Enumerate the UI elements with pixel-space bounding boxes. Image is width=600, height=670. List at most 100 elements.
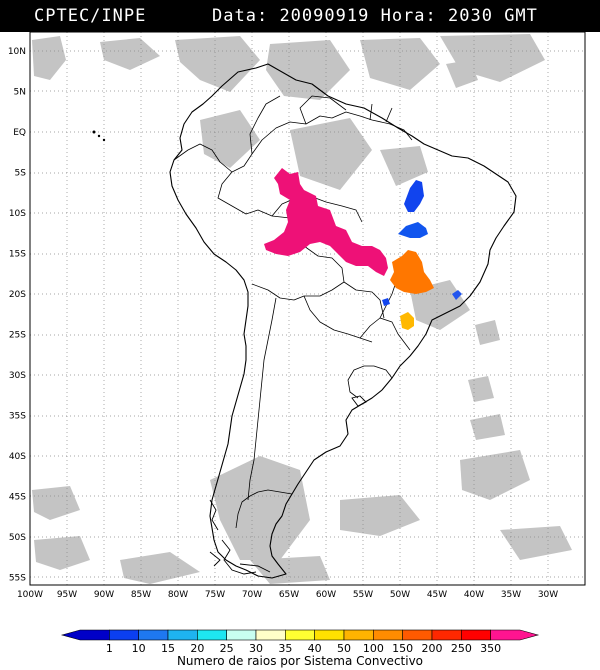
colorbar-swatch — [285, 629, 315, 641]
cloud-patch-atlantic3 — [470, 414, 505, 440]
colorbar-label: 35 — [278, 642, 292, 654]
system-blue-small-2 — [452, 290, 462, 300]
cloud-patch-pacific-s3 — [120, 552, 200, 584]
map-frame — [29, 32, 586, 586]
hora-label: Hora: — [380, 6, 437, 26]
lat-label: 45S — [9, 493, 26, 503]
cloud-patch-n1 — [100, 38, 160, 70]
colorbar-caption: Numero de raios por Sistema Convectivo — [176, 654, 424, 668]
colorbar-swatch — [109, 629, 139, 641]
map-background — [30, 32, 585, 585]
lat-label: 5S — [15, 169, 27, 179]
colorbar-label: 50 — [337, 642, 351, 654]
lon-label: 100W — [17, 590, 43, 600]
lon-label: 65W — [279, 590, 299, 600]
lat-label: 20S — [9, 290, 26, 300]
cloud-patch-atlantic4 — [460, 450, 530, 500]
lat-label: 5N — [14, 88, 26, 98]
cloud-patch-amazon-c — [290, 118, 372, 190]
cloud-patch-pacific-s — [32, 486, 80, 520]
colorbar-labels: 1 10 15 20 25 30 35 40 50 100 150 200 250 350 — [106, 642, 501, 654]
country-borders — [173, 95, 413, 529]
colorbar-label: 30 — [249, 642, 263, 654]
lon-label: 40W — [464, 590, 484, 600]
lon-axis: 100W 95W 90W 85W 80W 75W 70W 65W 60W 55W 50W 45W 40W… — [17, 590, 558, 600]
lon-label: 55W — [353, 590, 373, 600]
colorbar-label: 40 — [308, 642, 322, 654]
lat-lon-grid — [30, 32, 585, 585]
lon-label: 75W — [205, 590, 225, 600]
lon-label: 30W — [538, 590, 558, 600]
lat-label: 25S — [9, 331, 26, 341]
colorbar-label: 150 — [392, 642, 413, 654]
lat-label: 15S — [9, 250, 26, 260]
colorbar-swatch — [167, 629, 198, 641]
convective-systems — [264, 168, 462, 330]
lat-label: 50S — [9, 533, 26, 543]
lon-label: 95W — [57, 590, 77, 600]
cloud-patch-guiana — [446, 60, 478, 88]
colorbar-swatch — [197, 629, 227, 641]
colorbar-swatch — [343, 629, 374, 641]
colorbar-swatch — [255, 629, 286, 641]
colorbar-label: 20 — [190, 642, 204, 654]
colorbar-label: 350 — [480, 642, 501, 654]
cloud-patch-amazon-e — [380, 146, 428, 186]
colorbar-label: 10 — [132, 642, 146, 654]
lightning-map: 10N5NEQ5S10S15S20S25S30S35S40S45S50S55S … — [8, 32, 586, 600]
colorbar-swatch — [490, 629, 540, 641]
datetime-title: Data: 20090919 Hora: 2030 GMT — [212, 6, 538, 26]
colorbar-swatch — [314, 629, 345, 641]
lon-label: 45W — [427, 590, 447, 600]
lon-label: 60W — [316, 590, 336, 600]
fuegian-coast — [209, 499, 271, 575]
colorbar: 1 10 15 20 25 30 35 40 50 100 150 200 250 350 — [60, 629, 540, 654]
title-bar: CPTEC/INPE Data: 20090919 Hora: 2030 GMT — [0, 0, 600, 32]
lat-label: 55S — [9, 574, 26, 584]
colorbar-swatch — [461, 629, 491, 641]
cloud-patch-atlantic6 — [500, 526, 572, 560]
cloud-patch-pacific-s2 — [34, 536, 90, 570]
colorbar-label: 25 — [220, 642, 234, 654]
agency-title: CPTEC/INPE — [34, 6, 147, 26]
time-value: 2030 GMT — [448, 6, 538, 26]
colorbar-label: 100 — [363, 642, 384, 654]
lon-label: 50W — [390, 590, 410, 600]
cloud-patch-patagonia — [210, 456, 310, 560]
lon-label: 85W — [131, 590, 151, 600]
colorbar-swatch — [60, 629, 110, 641]
colorbar-swatch — [138, 629, 169, 641]
cloud-patch-atlantic2 — [468, 376, 494, 402]
colorbar-label: 200 — [422, 642, 443, 654]
lon-label: 90W — [94, 590, 114, 600]
colorbar-swatch — [402, 629, 433, 641]
colorbar-swatch — [226, 629, 257, 641]
lat-label: 40S — [9, 452, 26, 462]
lat-label: 30S — [9, 371, 26, 381]
colorbar-label: 250 — [451, 642, 472, 654]
system-orange-cluster — [390, 250, 434, 294]
lon-label: 35W — [501, 590, 521, 600]
colorbar-swatch — [431, 629, 462, 641]
system-central-west-cluster — [264, 168, 388, 276]
system-east-blue-1 — [404, 180, 424, 212]
lon-label: 80W — [168, 590, 188, 600]
colorbar-label: 1 — [106, 642, 113, 654]
data-label: Data: — [212, 6, 269, 26]
lat-label: 10N — [8, 47, 26, 57]
lon-label: 70W — [242, 590, 262, 600]
lat-axis: 10N 5N EQ 5S 10S 15S 20S 25S 30S 35S 40S 45S 50S 55S — [8, 47, 26, 584]
falkland-islands — [351, 395, 367, 407]
colorbar-boxes — [60, 629, 540, 641]
cloud-patch-atlantic1 — [475, 320, 500, 345]
cloud-patch-atlantic5 — [340, 495, 420, 536]
date-value: 20090919 — [279, 6, 370, 26]
colorbar-swatch — [373, 629, 403, 641]
lat-label: 35S — [9, 412, 26, 422]
system-east-blue-2 — [398, 222, 428, 238]
galapagos-islands — [92, 130, 106, 142]
cloud-patch-n2 — [175, 36, 260, 92]
system-blue-small-1 — [382, 298, 390, 306]
lat-label: 10S — [9, 209, 26, 219]
cloud-patch-n3 — [266, 40, 350, 100]
